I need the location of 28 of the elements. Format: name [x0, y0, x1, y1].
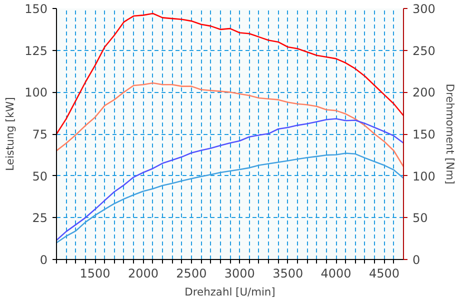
y2-tick-label: 0	[412, 253, 420, 267]
x-tick-label: 3000	[224, 266, 255, 280]
line-series	[56, 12, 404, 135]
y-tick-label: 0	[40, 253, 48, 267]
y-tick-label: 125	[24, 44, 48, 58]
y-tick-label: 25	[32, 211, 48, 226]
y-axis-title: Leistung [kW]	[4, 97, 17, 171]
y2-tick-label: 200	[412, 86, 436, 100]
line-series	[56, 152, 404, 244]
y-tick-label: 75	[32, 128, 48, 142]
y2-axis-title: Drehmoment [Nm]	[443, 84, 456, 184]
y-tick-label: 50	[32, 169, 48, 184]
line-series	[56, 82, 404, 168]
x-tick-label: 4500	[368, 266, 400, 280]
y2-tick-label: 100	[412, 169, 436, 184]
y-tick-label: 100	[24, 86, 48, 100]
y2-tick-label: 150	[412, 128, 436, 142]
x-tick-label: 1500	[80, 266, 110, 280]
y2-tick-label: 250	[412, 44, 436, 58]
line-series	[56, 118, 404, 241]
x-tick-label: 4000	[320, 266, 352, 280]
y2-tick-label: 300	[412, 2, 436, 16]
x-tick-label: 2500	[176, 266, 207, 280]
x-axis-title: Drehzahl [U/min]	[184, 286, 276, 298]
x-tick-label: 3500	[272, 266, 304, 280]
y-tick-label: 150	[24, 2, 48, 16]
x-tick-label: 2000	[128, 266, 159, 280]
y2-tick-label: 50	[412, 211, 428, 226]
